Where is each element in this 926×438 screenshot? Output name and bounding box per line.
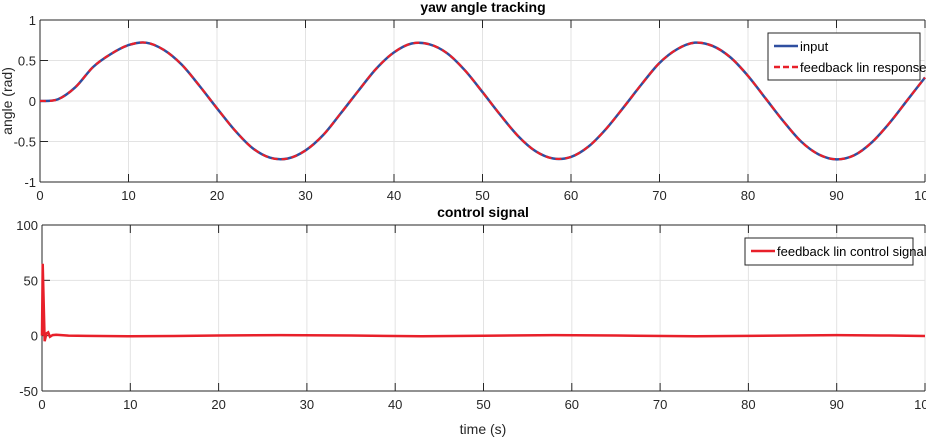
x-tick-label: 90 <box>829 188 843 203</box>
y-tick-label: -50 <box>19 384 38 399</box>
series-line-feedback-lin-response <box>39 41 926 161</box>
x-tick-label: 80 <box>741 188 755 203</box>
x-tick-label: 70 <box>652 188 666 203</box>
y-axis-label-top: angle (rad) <box>0 67 15 135</box>
y-tick-label: 0 <box>31 329 38 344</box>
legend-label: feedback lin response <box>800 60 926 75</box>
y-tick-label: -0.5 <box>14 135 36 150</box>
x-tick-label: 60 <box>565 397 579 412</box>
x-tick-label: 0 <box>38 397 45 412</box>
x-tick-label: 10 <box>123 397 137 412</box>
x-tick-label: 90 <box>829 397 843 412</box>
chart-title-bottom: control signal <box>437 204 529 220</box>
x-tick-label: 40 <box>387 188 401 203</box>
y-tick-label: 50 <box>24 273 38 288</box>
x-tick-label: 20 <box>210 188 224 203</box>
x-tick-label: 50 <box>476 397 490 412</box>
y-tick-label: 1 <box>29 13 36 28</box>
y-tick-label: 0.5 <box>18 54 36 69</box>
x-tick-label: 50 <box>475 188 489 203</box>
y-tick-label: 100 <box>16 218 38 233</box>
axes-bottom: 0102030405060708090100-50050100feedback … <box>16 218 926 412</box>
x-tick-label: 0 <box>36 188 43 203</box>
y-tick-label: 0 <box>29 94 36 109</box>
x-tick-label: 100 <box>914 188 926 203</box>
x-axis-label-bottom: time (s) <box>460 421 507 437</box>
x-tick-label: 30 <box>300 397 314 412</box>
legend-label: input <box>800 39 829 54</box>
axes-top: 0 10 20 30 40 50 60 70 80 90 100 -1 -0.5 0 0.5 1 input fe… <box>14 13 926 203</box>
legend-box <box>767 32 921 81</box>
chart-title-top: yaw angle tracking <box>420 0 545 15</box>
legend-label: feedback lin control signal <box>777 244 926 259</box>
y-tick-label: -1 <box>24 175 36 190</box>
x-tick-label: 70 <box>653 397 667 412</box>
x-tick-label: 30 <box>298 188 312 203</box>
legend: input feedback lin response <box>767 32 926 81</box>
x-tick-label: 10 <box>121 188 135 203</box>
x-tick-label: 40 <box>388 397 402 412</box>
x-tick-label: 80 <box>741 397 755 412</box>
x-tick-label: 60 <box>564 188 578 203</box>
x-tick-label: 100 <box>914 397 926 412</box>
x-tick-label: 20 <box>211 397 225 412</box>
series-line-feedback-lin-control-signal <box>40 263 926 342</box>
legend: feedback lin control signal <box>744 237 926 266</box>
